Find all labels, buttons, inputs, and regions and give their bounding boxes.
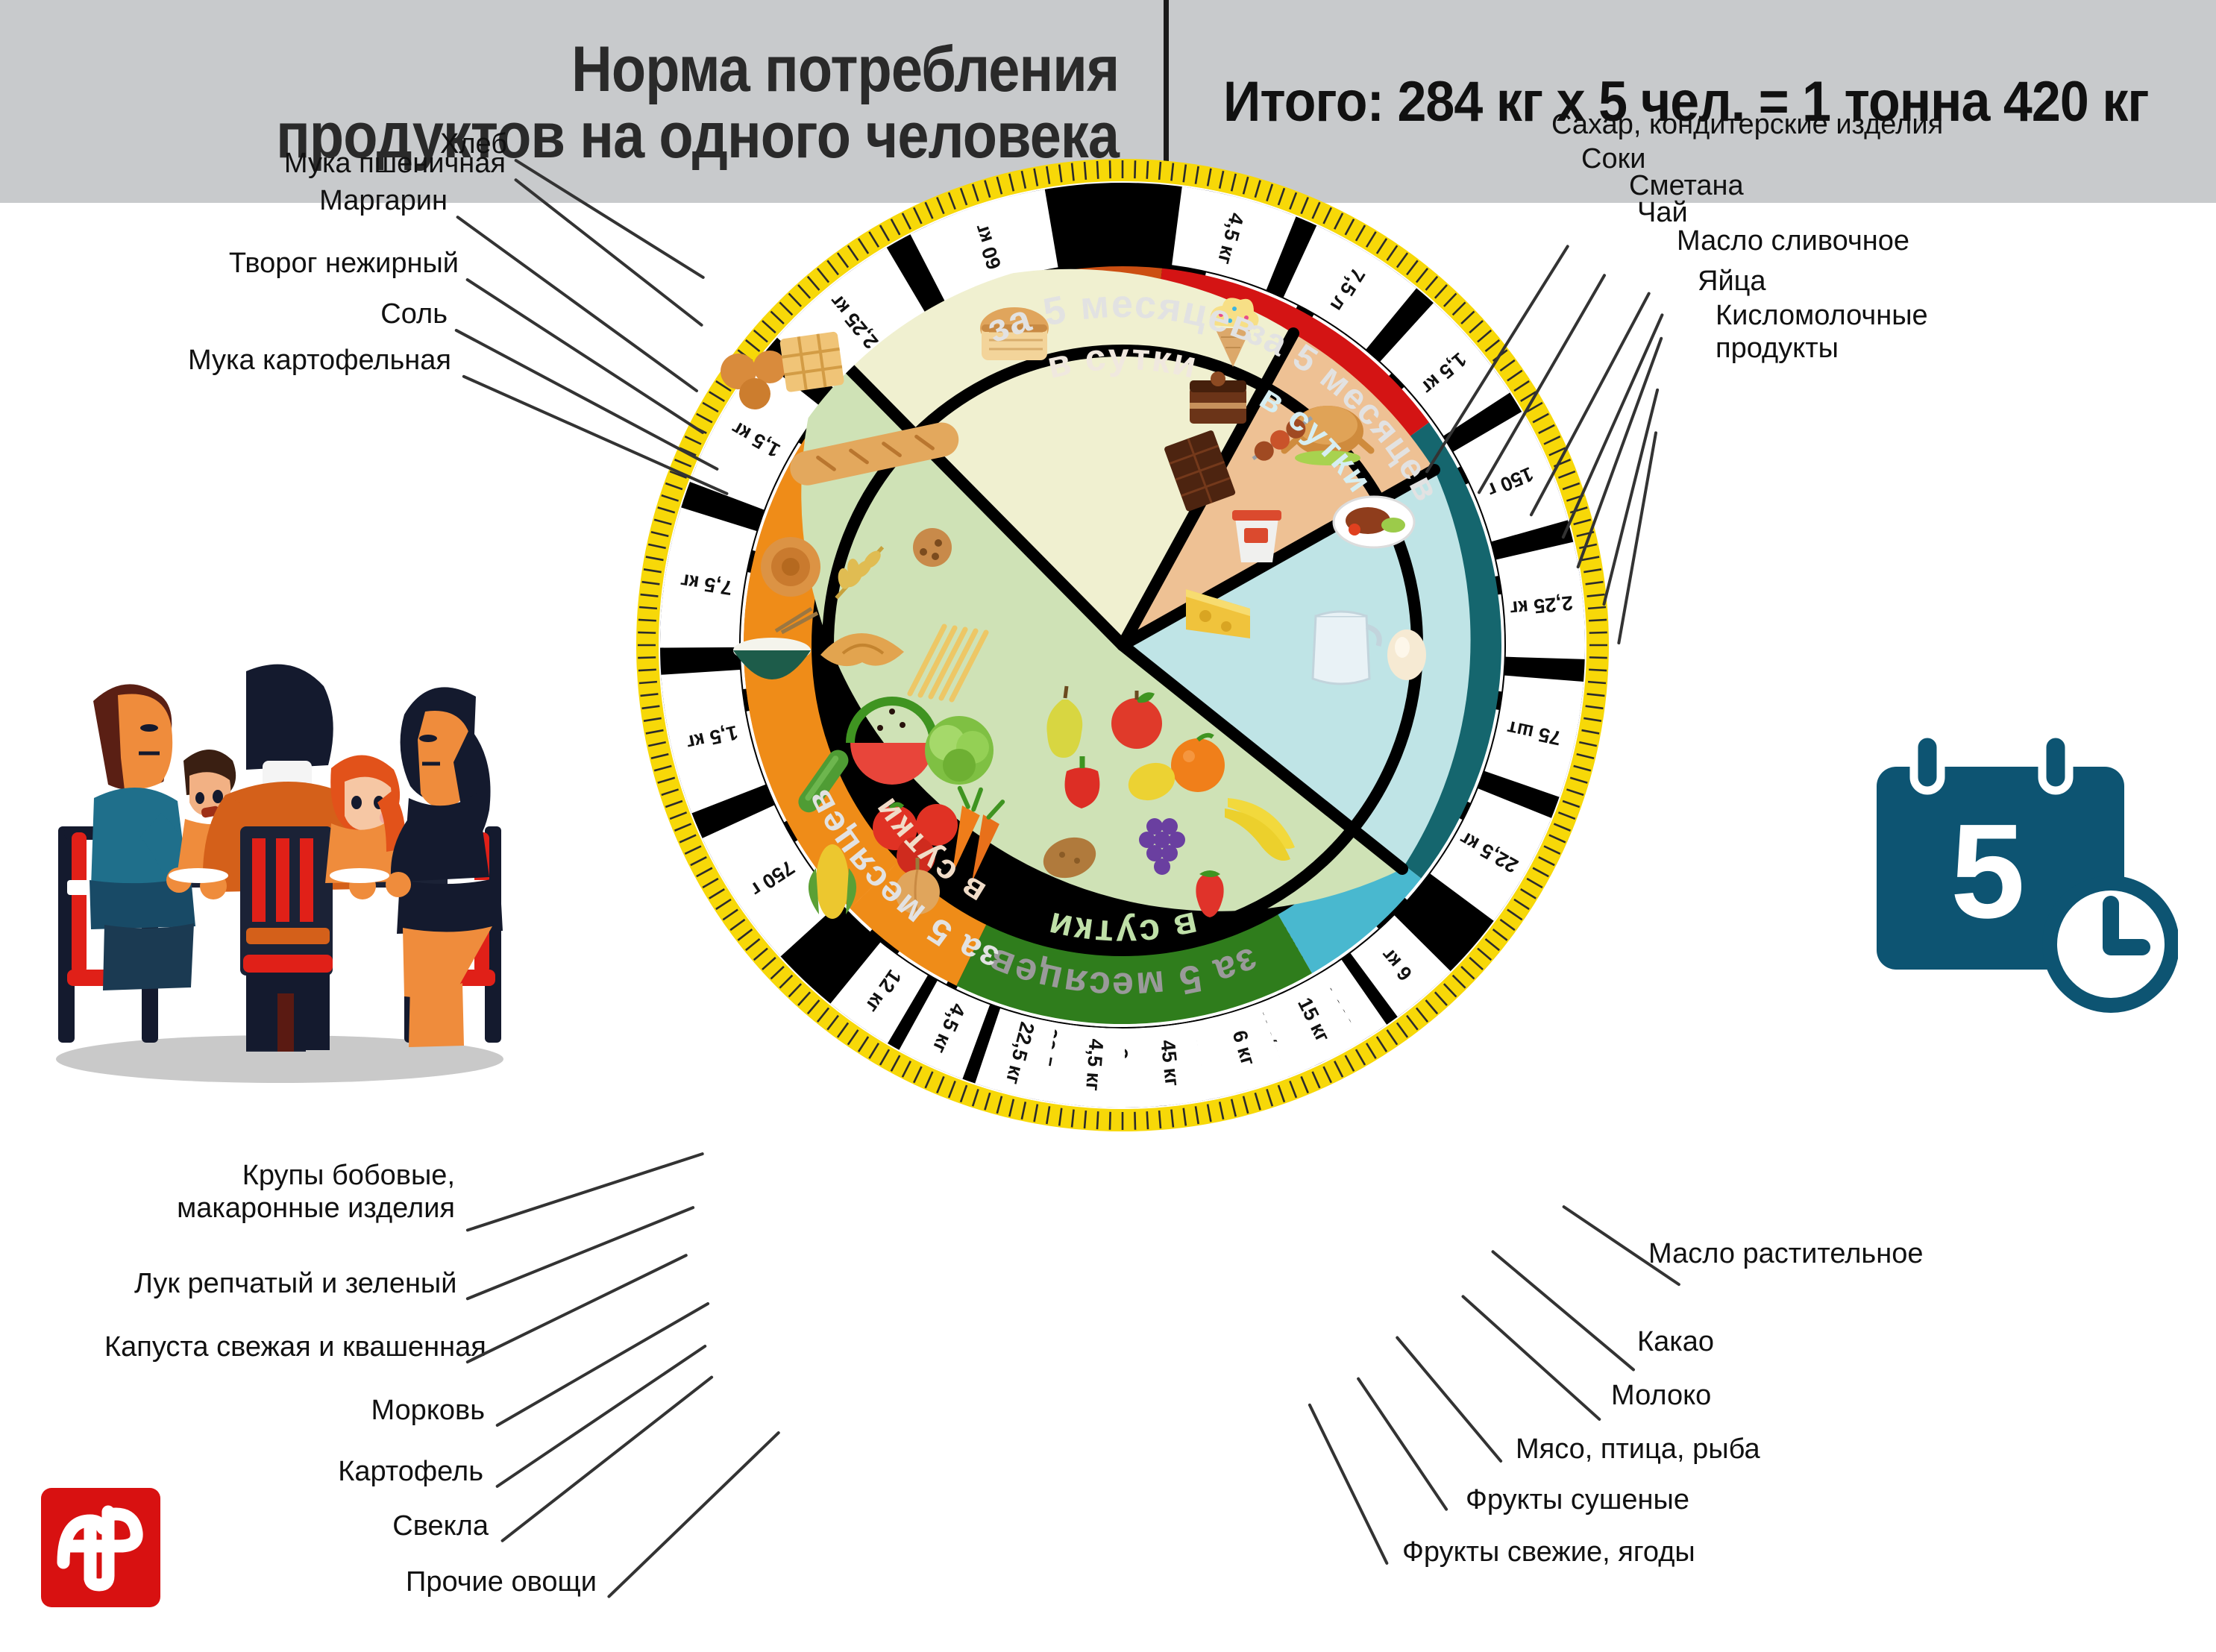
callout-kislomolochnye-line2: продукты (1716, 332, 1839, 364)
title-line-2: продуктов на одного человека (275, 100, 1120, 172)
food-illustrations-grains (721, 307, 1049, 703)
leader-svekla (500, 1375, 714, 1543)
callout-yaytsa: Яйца (1698, 266, 1766, 297)
value-stripe-months (702, 805, 839, 957)
title-line-1: Норма потребления (571, 34, 1120, 106)
person-girl (325, 755, 406, 883)
callout-prochie-ovoshchi: Прочие овощи (406, 1566, 597, 1598)
leader-frukty-svezhie (1308, 1403, 1390, 1565)
callout-frukty-svezhie: Фрукты свежие, ягоды (1402, 1536, 1695, 1568)
callout-myaso: Мясо, птица, рыба (1516, 1433, 1760, 1465)
callout-kislomolochnye-line1: Кисломолочные (1716, 300, 1928, 331)
value-stripe-months (975, 1008, 1057, 1101)
value-stripe-months (1172, 186, 1296, 290)
value-stripe-months (899, 981, 991, 1079)
callout-morkov: Морковь (371, 1395, 485, 1426)
leader-kakao (1490, 1249, 1636, 1372)
callout-sahar: Сахар, кондитерские изделия (1551, 109, 1944, 140)
callout-muka-kartofelnaya: Мука картофельная (187, 345, 451, 376)
page-title: Норма потребления продуктов на одного че… (0, 6, 1152, 200)
callout-kapusta: Капуста свежая и квашенная (104, 1331, 486, 1363)
pie-slice-sweets (1123, 333, 1434, 645)
leader-krupy (465, 1152, 705, 1232)
callout-muka-pshenichnaya: Мука пшеничная (283, 148, 506, 179)
ap-logo (41, 1488, 160, 1607)
person-father (90, 684, 195, 990)
callout-kislomolochnye: Кисломолочные продукты (1716, 300, 2029, 365)
value-stripe-months (1350, 915, 1451, 1017)
value-stripe-months (1204, 1003, 1288, 1097)
value-stripe-months (1496, 541, 1585, 659)
callout-margarin: Маргарин (319, 185, 448, 216)
value-stripe-months (1135, 1022, 1208, 1108)
value-stripe-months (1453, 412, 1568, 542)
callout-kakao: Какао (1637, 1326, 1714, 1357)
total-summary: Итого: 284 кг х 5 чел. = 1 тонна 420 кг (1193, 0, 2216, 203)
callout-maslo-rastitelnoe: Масло растительное (1648, 1238, 1924, 1269)
callout-soki: Соки (1581, 143, 1646, 175)
callout-smetana: Сметана (1629, 170, 1744, 201)
value-stripe-months (661, 669, 766, 814)
callout-frukty-sushenye: Фрукты сушеные (1466, 1484, 1689, 1516)
callout-krupy-line2: макаронные изделия (177, 1192, 455, 1224)
chair-center (240, 826, 333, 1052)
total-text: Итого: 284 кг х 5 чел. = 1 тонна 420 кг (1223, 69, 2150, 134)
value-stripe-months (660, 507, 757, 648)
value-stripe-months (1269, 973, 1362, 1072)
calendar-5-months-icon: 5 (1865, 729, 2179, 1029)
callout-sol: Соль (380, 298, 448, 330)
callout-maslo-slivochnoe: Масло сливочное (1677, 225, 1910, 257)
calendar-number: 5 (1950, 797, 2025, 946)
header-divider (1164, 0, 1169, 203)
person-mother (386, 687, 503, 1047)
callout-luk: Лук репчатый и зеленый (134, 1268, 457, 1299)
value-stripe-months (830, 942, 928, 1044)
pie-slice-grains (828, 268, 1293, 645)
value-months: 4,5 кг (1082, 1038, 1108, 1092)
callout-hleb: Хлеб (440, 128, 507, 160)
callout-tvorog: Творог нежирный (228, 248, 459, 279)
value-stripe-months (1380, 303, 1510, 436)
callout-chay: Чай (1637, 197, 1688, 228)
leader-prochie-ovoshchi (606, 1430, 781, 1599)
callout-kartofel: Картофель (338, 1456, 483, 1487)
leader-myaso (1395, 1335, 1503, 1463)
food-illustrations-protein (1186, 406, 1426, 685)
value-stripe-months (1484, 675, 1584, 797)
family-illustration (22, 656, 537, 1089)
value-stripe-months (1283, 225, 1417, 350)
value-stripe-months (1430, 788, 1551, 921)
leader-frukty-sushenye (1356, 1376, 1448, 1512)
food-illustrations-vegfruit (798, 685, 1295, 919)
food-illustrations-sweets (1164, 298, 1259, 512)
value-stripe-months (910, 189, 1058, 305)
callout-krupy-bobovye: Крупы бобовые, макаронные изделия (119, 1160, 455, 1225)
callout-moloko: Молоко (1611, 1380, 1712, 1411)
value-stripe-months (1055, 1024, 1126, 1108)
leader-moloko (1460, 1294, 1602, 1422)
value-stripe-months (689, 358, 822, 510)
leader-kapusta (465, 1253, 688, 1364)
callout-svekla: Свекла (392, 1510, 489, 1542)
value-months: 45 кг (1156, 1039, 1184, 1087)
daily-ring-arc (850, 858, 988, 986)
callout-krupy-line1: Крупы бобовые, (242, 1160, 455, 1191)
